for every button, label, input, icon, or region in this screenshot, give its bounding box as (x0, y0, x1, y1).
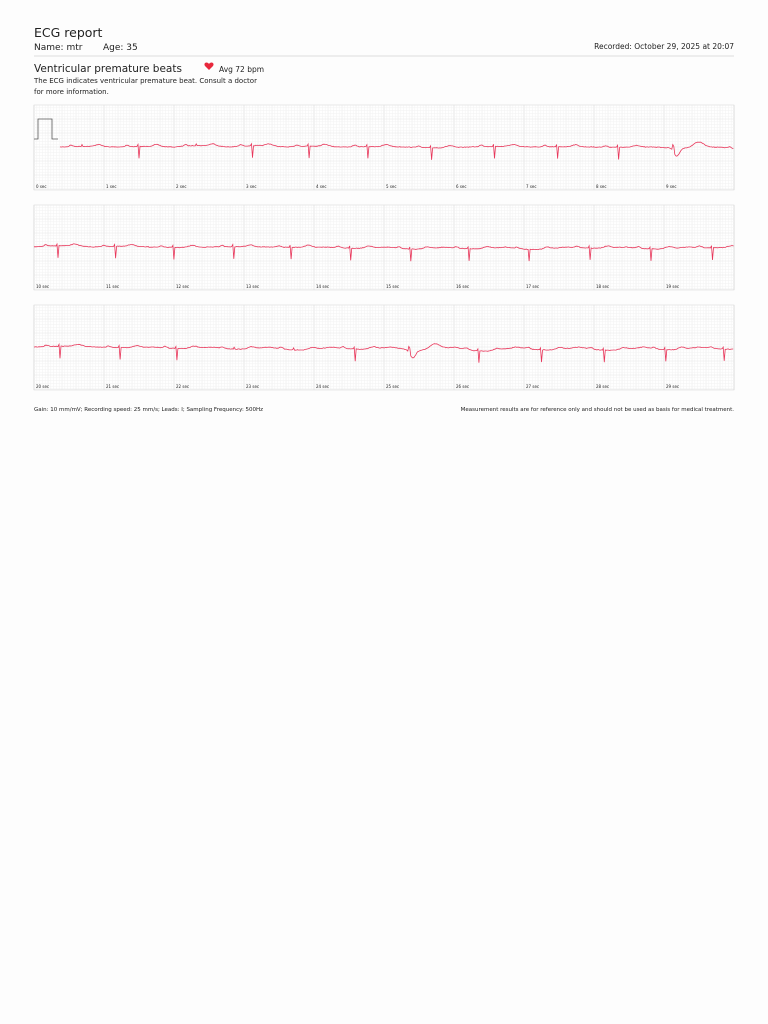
ecg-strip: 20 sec 21 sec 22 sec 23 sec 24 sec 25 sec 26 s… (33, 304, 735, 391)
time-label: 26 sec (456, 384, 469, 389)
finding-title: Ventricular premature beats (34, 63, 182, 75)
calibration-pulse (34, 118, 58, 140)
recorded-time: Recorded: October 29, 2025 at 20:07 (594, 42, 734, 51)
time-label: 14 sec (316, 284, 329, 289)
ecg-trace (33, 342, 734, 363)
ecg-trace (33, 242, 734, 262)
time-label: 12 sec (176, 284, 189, 289)
time-label: 20 sec (36, 384, 49, 389)
time-label: 29 sec (666, 384, 679, 389)
time-label: 27 sec (526, 384, 539, 389)
time-label: 9 sec (666, 184, 677, 189)
patient-name: Name: mtr (34, 43, 83, 53)
time-label: 2 sec (176, 184, 187, 189)
finding-description: for more information. (34, 88, 109, 96)
time-label: 18 sec (596, 284, 609, 289)
time-label: 28 sec (596, 384, 609, 389)
finding-description: The ECG indicates ventricular premature … (33, 77, 257, 85)
time-label: 24 sec (316, 384, 329, 389)
time-label: 1 sec (106, 184, 117, 189)
heart-icon (204, 62, 214, 70)
time-label: 15 sec (386, 284, 399, 289)
ecg-strip: 0 sec 1 sec 2 sec 3 sec 4 sec 5 sec 6 sec 7 sec… (33, 104, 735, 191)
avg-bpm: Avg 72 bpm (219, 65, 264, 74)
patient-age: Age: 35 (103, 43, 138, 53)
time-label: 17 sec (526, 284, 539, 289)
time-label: 8 sec (596, 184, 607, 189)
time-label: 22 sec (176, 384, 189, 389)
time-label: 7 sec (526, 184, 537, 189)
time-label: 11 sec (106, 284, 119, 289)
ecg-strip: 10 sec 11 sec 12 sec 13 sec 14 sec 15 sec 16 s… (33, 204, 735, 291)
time-label: 23 sec (246, 384, 259, 389)
time-label: 25 sec (386, 384, 399, 389)
time-label: 19 sec (666, 284, 679, 289)
time-label: 16 sec (456, 284, 469, 289)
time-label: 21 sec (106, 384, 119, 389)
time-label: 13 sec (246, 284, 259, 289)
time-label: 3 sec (246, 184, 257, 189)
time-label: 4 sec (316, 184, 327, 189)
time-label: 10 sec (36, 284, 49, 289)
ecg-trace (59, 141, 734, 160)
time-label: 5 sec (386, 184, 397, 189)
recording-settings: Gain: 10 mm/mV; Recording speed: 25 mm/s… (34, 407, 263, 413)
report-title: ECG report (34, 25, 103, 40)
disclaimer: Measurement results are for reference on… (461, 407, 735, 413)
time-label: 0 sec (36, 184, 47, 189)
time-label: 6 sec (456, 184, 467, 189)
